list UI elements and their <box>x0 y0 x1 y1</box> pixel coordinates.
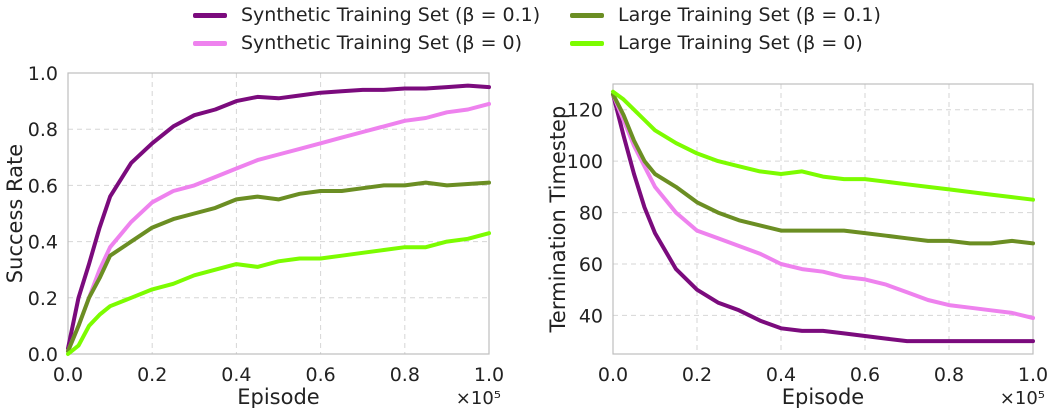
y-axis-label: Success Rate <box>3 144 27 283</box>
x-tick-label: 0.8 <box>934 364 964 386</box>
x-tick-label: 0.4 <box>766 364 796 386</box>
y-axis-label: Termination Timestep <box>546 106 570 334</box>
series-line <box>613 94 1033 341</box>
series-line <box>68 233 489 354</box>
series-line <box>613 94 1033 243</box>
x-tick-label: 1.0 <box>474 364 504 386</box>
y-tick-label: 100 <box>567 151 603 173</box>
x-tick-label: 0.0 <box>53 364 83 386</box>
plot-frame <box>68 73 489 354</box>
plot-frame <box>613 84 1033 354</box>
x-multiplier-label: ×10⁵ <box>456 388 501 408</box>
x-tick-label: 0.4 <box>221 364 251 386</box>
x-tick-label: 0.2 <box>682 364 712 386</box>
y-tick-label: 0.6 <box>28 175 58 197</box>
y-tick-label: 0.0 <box>28 344 58 366</box>
y-tick-label: 40 <box>579 305 603 327</box>
series-line <box>68 183 489 352</box>
series-line <box>68 86 489 349</box>
y-tick-label: 0.8 <box>28 119 58 141</box>
y-tick-label: 60 <box>579 254 603 276</box>
series-line <box>68 104 489 351</box>
x-axis-label: Episode <box>782 385 864 408</box>
x-tick-label: 0.2 <box>137 364 167 386</box>
x-tick-label: 0.6 <box>305 364 335 386</box>
series-line <box>613 94 1033 318</box>
y-tick-label: 0.4 <box>28 232 58 254</box>
x-tick-label: 0.0 <box>598 364 628 386</box>
x-axis-label: Episode <box>237 385 319 408</box>
y-tick-label: 80 <box>579 203 603 225</box>
y-tick-label: 1.0 <box>28 63 58 85</box>
x-tick-label: 0.8 <box>390 364 420 386</box>
series-line <box>613 92 1033 200</box>
y-tick-label: 120 <box>567 100 603 122</box>
x-multiplier-label: ×10⁵ <box>1000 388 1045 408</box>
x-tick-label: 0.6 <box>850 364 880 386</box>
x-tick-label: 1.0 <box>1018 364 1048 386</box>
y-tick-label: 0.2 <box>28 288 58 310</box>
